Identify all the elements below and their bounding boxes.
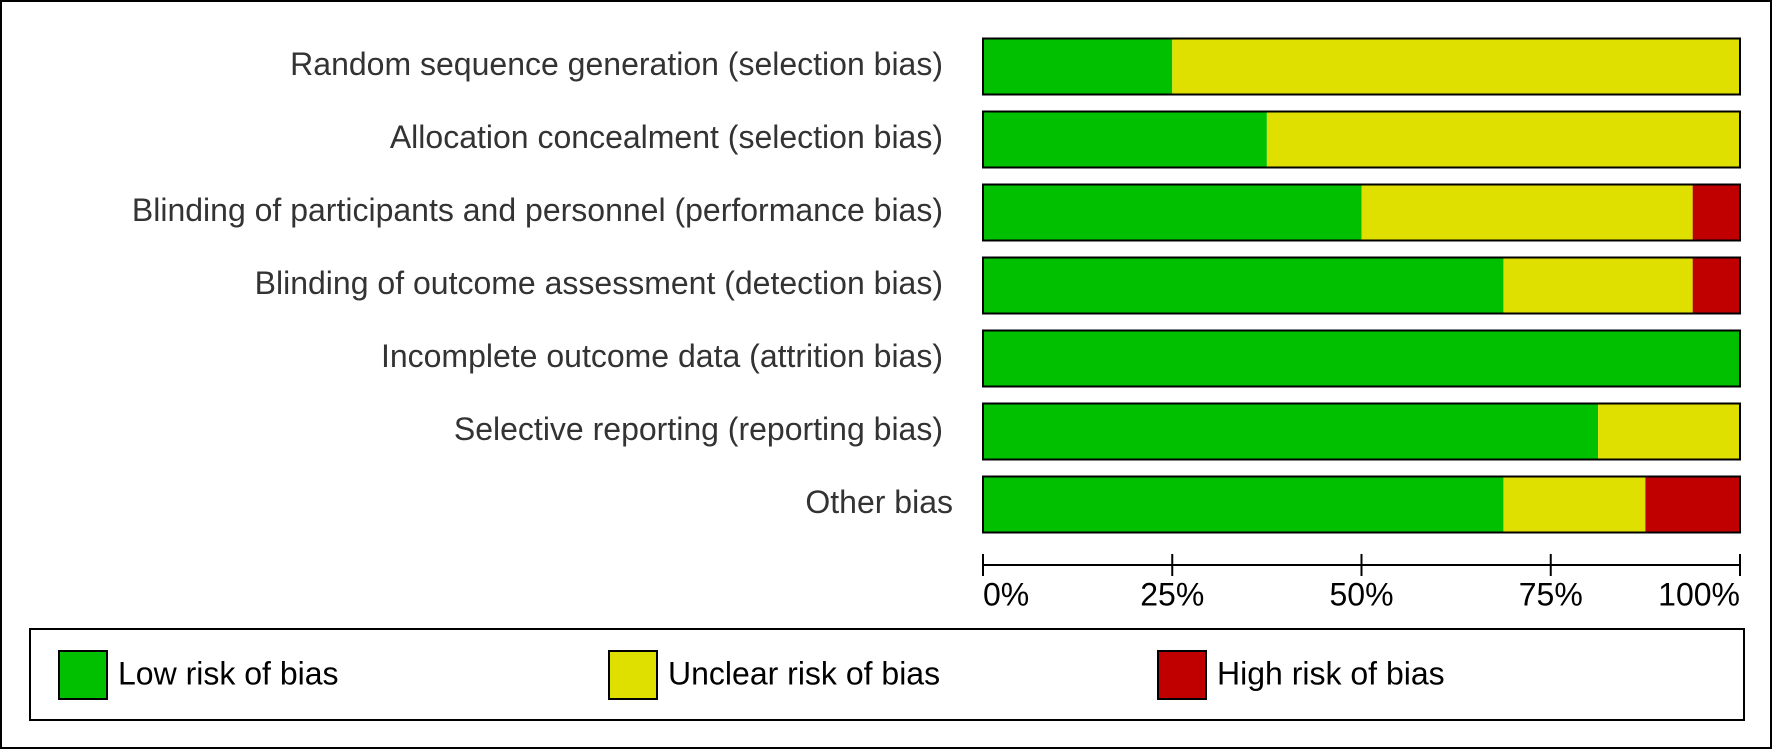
- legend-label: Low risk of bias: [118, 655, 339, 691]
- bar-segment: [983, 38, 1173, 95]
- bar-segment: [983, 403, 1599, 460]
- category-label: Other bias: [805, 484, 953, 520]
- legend-swatch: [608, 650, 658, 700]
- category-label: Blinding of participants and personnel (…: [132, 192, 943, 228]
- x-tick-label: 75%: [1519, 576, 1583, 612]
- bar-segment: [1172, 38, 1740, 95]
- bar-segment: [983, 476, 1504, 533]
- bar-outline: [982, 475, 1741, 534]
- bar-segment: [983, 257, 1504, 314]
- bar-outline: [982, 402, 1741, 461]
- bar-segment: [983, 184, 1362, 241]
- x-tick-label: 100%: [1658, 576, 1740, 612]
- legend-swatch: [58, 650, 108, 700]
- bar-segment: [983, 111, 1267, 168]
- category-label: Allocation concealment (selection bias): [390, 119, 943, 155]
- bar-outline: [982, 183, 1741, 242]
- bar-outline: [982, 256, 1741, 315]
- legend-label: High risk of bias: [1217, 655, 1445, 691]
- bar-segment: [983, 330, 1740, 387]
- bar-segment: [1598, 403, 1740, 460]
- legend-box: [29, 628, 1745, 721]
- bar-outline: [982, 329, 1741, 388]
- bar-segment: [1645, 476, 1740, 533]
- bar-segment: [1503, 257, 1693, 314]
- bar-outline: [982, 110, 1741, 169]
- x-tick-label: 25%: [1140, 576, 1204, 612]
- category-label: Random sequence generation (selection bi…: [290, 46, 943, 82]
- category-label: Blinding of outcome assessment (detectio…: [255, 265, 943, 301]
- x-tick-label: 0%: [983, 576, 1029, 612]
- bar-segment: [1692, 184, 1740, 241]
- bar-segment: [1361, 184, 1693, 241]
- bar-outline: [982, 37, 1741, 96]
- legend-swatch: [1157, 650, 1207, 700]
- bar-segment: [1692, 257, 1740, 314]
- legend-label: Unclear risk of bias: [668, 655, 940, 691]
- bar-segment: [1266, 111, 1740, 168]
- category-label: Selective reporting (reporting bias): [454, 411, 943, 447]
- x-tick-label: 50%: [1329, 576, 1393, 612]
- category-label: Incomplete outcome data (attrition bias): [381, 338, 943, 374]
- bar-segment: [1503, 476, 1646, 533]
